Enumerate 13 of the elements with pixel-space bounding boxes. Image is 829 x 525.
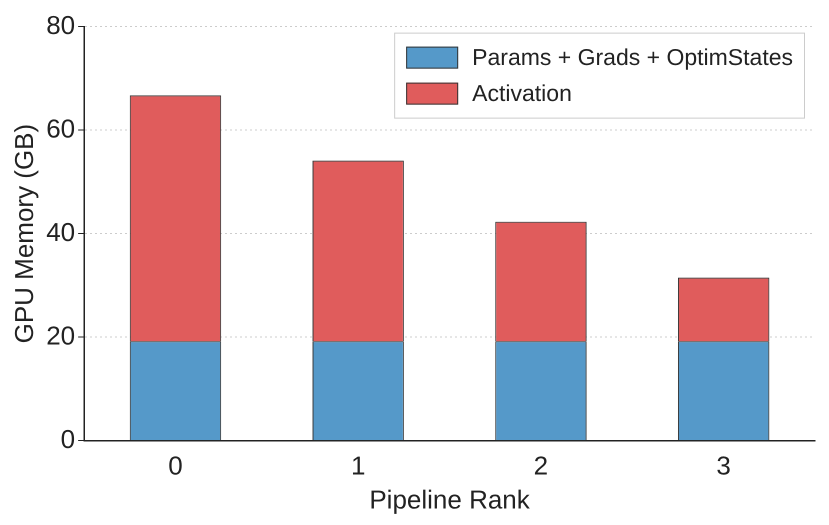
x-tick-label: 0	[168, 450, 183, 480]
y-tick-label: 80	[46, 10, 76, 40]
x-tick-label: 2	[534, 450, 548, 480]
legend-label: Activation	[472, 80, 572, 106]
y-tick-label: 40	[46, 216, 76, 247]
legend-label: Params + Grads + OptimStates	[472, 44, 793, 70]
x-axis-title: Pipeline Rank	[369, 484, 531, 515]
y-tick-label: 20	[46, 320, 76, 350]
x-tick-label: 1	[350, 450, 366, 480]
x-tick-label: 3	[716, 450, 731, 480]
y-tick-label: 60	[46, 113, 76, 144]
y-tick-label: 0	[60, 424, 76, 454]
y-axis-title: GPU Memory (GB)	[8, 124, 39, 344]
